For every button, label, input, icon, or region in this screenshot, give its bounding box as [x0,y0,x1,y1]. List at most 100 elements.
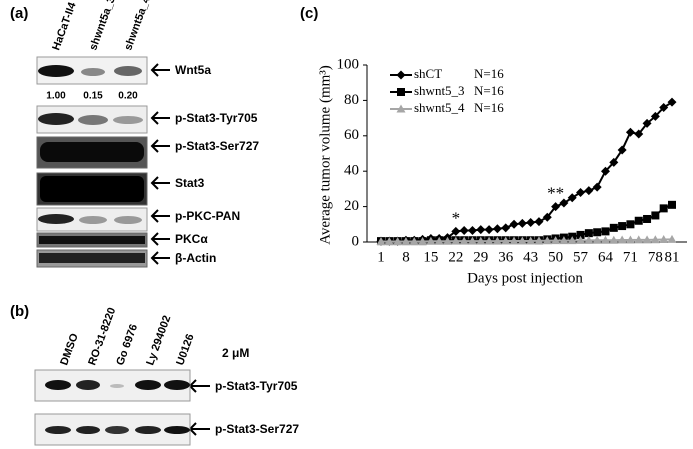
y-tick-label: 40 [344,163,359,179]
x-tick-label: 64 [598,249,614,265]
x-tick-label: 81 [665,249,680,265]
legend-n: N=16 [474,66,504,81]
panel-label: (b) [10,303,29,320]
point [517,218,527,228]
band [113,116,143,124]
x-tick-label: 15 [423,249,438,265]
point [534,217,544,227]
point [517,236,527,245]
lane-label: shwnt5a_4 [122,0,153,52]
band [39,236,145,244]
point [501,223,511,233]
quant: 0.20 [118,91,138,102]
point [659,102,669,112]
panel-label: (c) [300,5,318,22]
point [542,212,552,222]
point [650,235,660,244]
point [642,118,652,128]
x-tick-label: 71 [623,249,638,265]
dose: 2 μM [222,346,249,360]
point [467,225,477,235]
point [484,225,494,235]
annotation: ** [547,184,564,203]
band [76,380,100,390]
row-label: Wnt5a [175,63,211,77]
x-tick-label: 1 [377,249,385,265]
point [593,228,602,237]
point [396,70,406,80]
point [584,235,594,244]
band [114,66,142,76]
point [584,229,593,238]
band [164,380,190,390]
legend-label: shCT [414,66,442,81]
row-label: p-Stat3-Tyr705 [175,111,258,125]
legend-label: shwnt5_4 [414,100,465,115]
lane-label: Go 6976 [114,323,140,367]
point [526,218,536,228]
x-tick-label: 29 [473,249,488,265]
point [396,104,406,113]
point [617,145,627,155]
legend-n: N=16 [474,83,504,98]
point [567,193,577,203]
x-tick-label: 57 [573,249,589,265]
point [592,235,602,244]
point [592,182,602,192]
band [45,380,71,390]
point [576,230,585,239]
band [38,65,74,77]
row-label: p-Stat3-Tyr705 [215,379,298,393]
band [135,426,161,434]
point [443,236,453,245]
point [393,236,403,245]
band [78,115,108,125]
point [584,186,594,196]
point [459,225,469,235]
lane-label: U0126 [174,332,196,367]
point [559,198,569,208]
point [492,236,502,245]
row-label: p-PKC-PAN [175,209,240,223]
row-label: β-Actin [175,251,216,265]
lane-label: Ly 294002 [144,314,173,367]
y-axis-title: Average tumor volume (mm³) [317,65,333,245]
point [659,235,669,244]
point [459,236,469,245]
legend-n: N=16 [474,100,504,115]
point [609,223,618,232]
x-tick-label: 22 [448,249,463,265]
y-tick-label: 60 [344,127,359,143]
point [484,236,494,245]
band [135,380,161,390]
quant: 1.00 [46,91,66,102]
band [114,216,142,224]
point [418,236,428,245]
x-tick-label: 8 [402,249,410,265]
band [79,216,107,224]
band [39,253,145,263]
point [526,236,536,245]
point [492,224,502,234]
band [105,426,129,434]
point [634,216,643,225]
point [626,220,635,229]
lane-label: HaCaT-II4 [50,0,79,52]
row-label: p-Stat3-Ser727 [215,422,299,436]
panel-c: (c) Average tumor volume (mm³) Days post… [300,5,687,286]
point [409,236,419,245]
point [501,236,511,245]
point [542,236,552,245]
point [609,235,619,244]
x-tick-label: 50 [548,249,563,265]
band [164,426,190,434]
point [551,236,561,245]
band [40,142,144,162]
point [601,227,610,236]
point [559,236,569,245]
point [426,236,436,245]
lane-label: RO-31-8220 [86,306,118,367]
y-tick-label: 100 [337,56,360,72]
point [625,127,635,137]
